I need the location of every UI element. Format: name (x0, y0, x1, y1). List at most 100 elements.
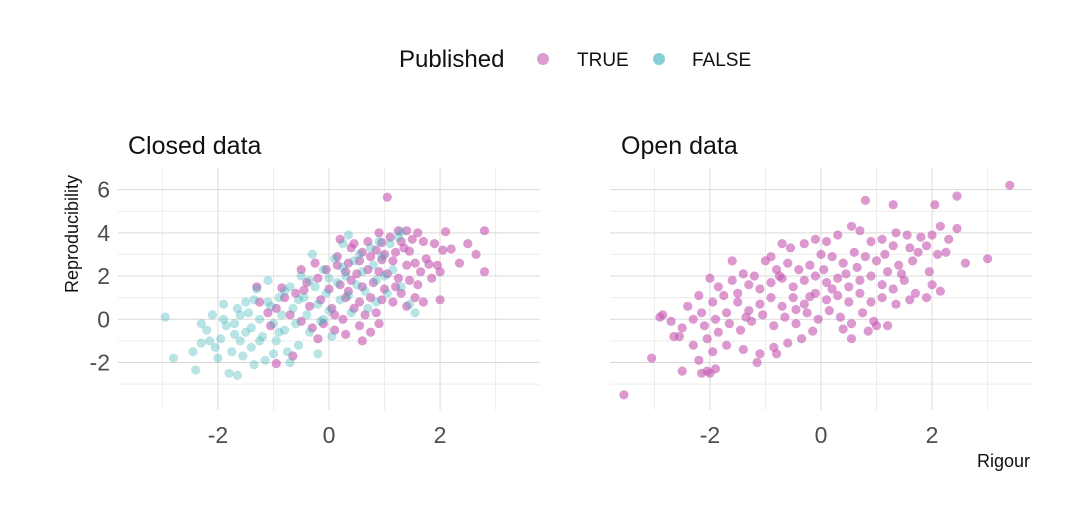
data-point-true (844, 282, 854, 292)
data-point-true (404, 275, 415, 285)
data-point-false (349, 256, 359, 266)
data-point-false (196, 319, 206, 329)
data-point-false (363, 303, 373, 313)
data-point-false (299, 293, 309, 303)
data-point-true (708, 297, 718, 307)
data-point-false (293, 295, 304, 305)
data-point-true (357, 282, 367, 292)
data-point-true (694, 355, 704, 365)
data-point-false (280, 325, 290, 335)
data-point-false (232, 303, 242, 313)
data-point-false (196, 338, 206, 348)
data-point-true (805, 292, 815, 302)
data-point-true (927, 280, 937, 290)
data-point-true (699, 321, 710, 331)
data-point-true (619, 390, 629, 400)
data-point-true (799, 299, 809, 309)
data-point-true (913, 247, 923, 257)
legend-true-swatch (537, 53, 549, 65)
data-point-true (357, 336, 367, 346)
data-point-false (249, 295, 259, 305)
grid-open-data (610, 168, 1032, 410)
data-point-true (713, 327, 723, 337)
data-point-false (307, 249, 317, 259)
data-point-true (410, 258, 420, 268)
data-point-true (399, 243, 409, 253)
data-point-true (354, 256, 365, 266)
data-point-true (846, 334, 857, 344)
data-point-true (349, 303, 359, 313)
data-point-true (418, 236, 428, 247)
data-point-true (799, 239, 809, 249)
data-point-false (305, 327, 315, 337)
y-tick-label: 6 (97, 177, 110, 203)
data-point-true (377, 237, 387, 248)
data-point-true (330, 325, 340, 335)
data-point-true (343, 258, 353, 268)
data-point-true (379, 249, 390, 259)
data-point-true (916, 232, 926, 242)
data-point-true (849, 247, 859, 257)
data-point-true (410, 293, 420, 303)
data-point-true (255, 297, 265, 307)
data-point-true (366, 252, 376, 262)
data-point-true (844, 297, 854, 307)
x-tick-label: -2 (700, 422, 720, 448)
data-point-false (246, 323, 256, 333)
data-point-false (188, 347, 198, 357)
x-ticks-closed-data: -2 0 2 (208, 422, 447, 448)
data-point-true (677, 366, 687, 376)
data-point-true (794, 265, 804, 275)
data-point-true (738, 344, 748, 355)
data-point-true (702, 334, 712, 344)
data-point-true (391, 282, 401, 292)
x-tick-label: -2 (208, 422, 228, 448)
data-point-false (271, 336, 281, 346)
x-tick-label: 2 (434, 422, 447, 448)
data-point-true (816, 249, 826, 259)
data-point-true (902, 230, 912, 240)
data-point-true (877, 234, 887, 244)
data-point-true (858, 308, 868, 318)
data-point-true (683, 301, 693, 311)
data-point-true (702, 366, 712, 376)
data-point-false (274, 327, 284, 337)
data-point-true (846, 319, 857, 329)
data-point-true (722, 308, 732, 318)
data-point-true (891, 228, 901, 238)
data-point-true (810, 271, 821, 281)
data-point-true (766, 293, 776, 303)
data-point-true (360, 310, 370, 320)
data-point-true (324, 284, 334, 294)
data-point-true (741, 312, 751, 322)
data-point-true (933, 249, 943, 259)
y-tick-label: -2 (90, 349, 110, 375)
data-point-false (216, 334, 226, 344)
data-point-false (280, 286, 290, 296)
data-point-true (374, 228, 384, 238)
data-point-true (407, 234, 417, 244)
data-point-false (302, 310, 312, 320)
data-point-false (321, 288, 331, 298)
data-point-false (285, 357, 295, 368)
data-point-true (302, 277, 312, 288)
data-point-true (866, 236, 876, 247)
data-point-true (688, 340, 698, 350)
data-point-true (357, 247, 367, 257)
data-point-true (705, 273, 715, 283)
data-point-true (733, 297, 743, 307)
data-point-true (905, 295, 915, 305)
data-point-true (416, 267, 426, 277)
x-tick-label: 0 (815, 422, 828, 448)
data-point-false (310, 282, 320, 292)
data-point-false (346, 308, 356, 318)
data-point-true (291, 288, 301, 298)
data-point-true (271, 303, 281, 313)
data-point-false (335, 295, 345, 305)
data-point-true (296, 265, 306, 275)
data-point-true (280, 293, 290, 303)
data-point-true (822, 277, 832, 288)
data-point-true (755, 284, 765, 294)
data-point-false (341, 271, 351, 281)
data-point-false (241, 297, 251, 307)
